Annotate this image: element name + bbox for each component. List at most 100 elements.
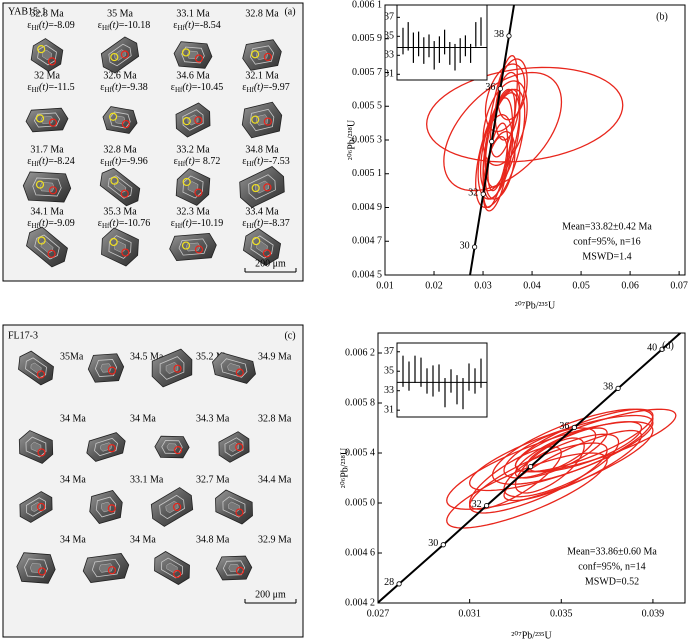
- epsilon-symbol: ε: [174, 156, 178, 167]
- spot-u-pb: [120, 189, 129, 198]
- epsilon-value: =-9.38: [121, 82, 147, 93]
- x-tick-label: 0.035: [550, 608, 573, 619]
- panel-label: (c): [284, 330, 295, 341]
- grain-age: 34 Ma: [130, 413, 156, 424]
- inset-tick-label: 33: [384, 50, 394, 61]
- error-ellipse: [487, 122, 509, 192]
- y-tick-label: 0.005 9: [352, 33, 382, 44]
- concordia-point: [483, 503, 490, 509]
- epsilon-value: =-8.54: [194, 20, 220, 31]
- epsilon-arg: (t): [112, 156, 122, 167]
- error-ellipse: [514, 427, 608, 479]
- grain-age: 32.1 Ma: [245, 70, 279, 81]
- epsilon-hf: εHf(t)=-9.96: [100, 156, 148, 167]
- annotation: Mean=33.82±0.42 Ma: [562, 221, 652, 232]
- y-axis-label: ²⁰⁶Pb/²³⁸U: [346, 119, 357, 160]
- epsilon-value: =-10.76: [119, 218, 150, 229]
- grain-age: 33.1 Ma: [130, 474, 164, 485]
- inset-tick-label: 37: [384, 12, 394, 23]
- y-tick-label: 0.005 3: [352, 134, 382, 145]
- error-ellipse: [514, 408, 677, 473]
- spot-u-pb: [235, 566, 245, 575]
- epsilon-symbol: ε: [242, 156, 246, 167]
- zircon-zone: [25, 497, 47, 517]
- zircon-core: [185, 242, 201, 252]
- epsilon-sub: Hf: [102, 222, 110, 230]
- concordia-extension: [378, 583, 400, 603]
- y-axis-label: ²⁰⁶Pb/²³⁸U: [339, 447, 350, 488]
- x-tick-label: 0.04: [523, 280, 541, 291]
- epsilon-value: =-9.96: [121, 156, 147, 167]
- zircon-zone: [34, 234, 60, 260]
- concordia-extension: [661, 333, 682, 350]
- concordia-point: [396, 581, 402, 587]
- spot-hf: [251, 50, 260, 59]
- spot-hf: [35, 180, 45, 189]
- spot-u-pb: [173, 502, 182, 512]
- concordia-point: [497, 86, 503, 92]
- zircon-zone: [33, 112, 61, 128]
- scale-bar-label: 200 μm: [255, 258, 286, 269]
- spot-u-pb: [194, 245, 204, 254]
- annotation: Mean=33.86±0.60 Ma: [567, 546, 657, 557]
- y-tick-label: 0.004 6: [345, 547, 375, 558]
- grain-age: 34.8 Ma: [196, 534, 230, 545]
- epsilon-value: =-7.53: [263, 156, 289, 167]
- spot-hf: [37, 236, 46, 245]
- concordia-point: [659, 346, 665, 352]
- grain-age: 34.4 Ma: [258, 474, 292, 485]
- concordia-point: [440, 542, 446, 548]
- epsilon-value: =-10.18: [119, 20, 150, 31]
- epsilon-arg: (t): [39, 218, 49, 229]
- error-ellipse: [484, 63, 526, 133]
- spot-hf: [251, 115, 260, 124]
- epsilon-symbol: ε: [98, 218, 102, 229]
- panel-label: (a): [284, 6, 295, 17]
- concordia-point: [506, 33, 512, 39]
- y-tick-label: 0.005 4: [345, 447, 375, 458]
- epsilon-symbol: ε: [173, 20, 177, 31]
- epsilon-arg: (t): [254, 218, 264, 229]
- epsilon-value: =-11.5: [48, 82, 74, 93]
- epsilon-hf: εHf(t)=-9.09: [27, 218, 75, 229]
- epsilon-symbol: ε: [27, 156, 31, 167]
- grain-age: 35Ma: [60, 351, 84, 362]
- zircon-zone: [161, 440, 183, 454]
- sample-name: YAB15-1: [8, 6, 46, 17]
- grain-age: 34 Ma: [60, 474, 86, 485]
- zircon-core: [255, 114, 269, 126]
- grain-age: 32.6 Ma: [103, 70, 137, 81]
- x-tick-label: 0.07: [670, 280, 688, 291]
- epsilon-symbol: ε: [27, 20, 31, 31]
- concordia-point: [615, 385, 621, 391]
- spot-u-pb: [235, 508, 244, 517]
- plot-area: [378, 333, 682, 603]
- epsilon-symbol: ε: [100, 156, 104, 167]
- sample-name: FL17-3: [8, 330, 38, 341]
- x-tick-label: 0.03: [474, 280, 492, 291]
- y-tick-label: 0.005 8: [345, 397, 375, 408]
- grain-age: 32.8 Ma: [258, 413, 292, 424]
- epsilon-value: = 8.72: [195, 156, 221, 167]
- x-tick-label: 0.05: [572, 280, 590, 291]
- zircon-zone: [249, 45, 275, 65]
- epsilon-symbol: ε: [171, 82, 175, 93]
- spot-hf: [182, 117, 191, 126]
- grain-age: 34.9 Ma: [258, 351, 292, 362]
- grain-age: 35 Ma: [107, 8, 133, 19]
- epsilon-hf: εHf(t)= 8.72: [174, 156, 221, 167]
- grain-age: 32.9 Ma: [258, 534, 292, 545]
- spot-u-pb: [263, 183, 272, 192]
- concordia-point: [527, 464, 534, 470]
- concordia-age-label: 40: [647, 343, 657, 354]
- epsilon-arg: (t): [39, 20, 49, 31]
- annotation: conf=95%, n=16: [573, 236, 640, 247]
- epsilon-symbol: ε: [242, 82, 246, 93]
- epsilon-arg: (t): [182, 82, 192, 93]
- grain-age: 32.7 Ma: [196, 474, 230, 485]
- zircon-zone: [95, 496, 117, 518]
- zircon-zone: [161, 557, 183, 579]
- epsilon-symbol: ε: [27, 218, 31, 229]
- inset-tick-label: 31: [384, 69, 394, 80]
- grain-age: 34.8 Ma: [245, 144, 279, 155]
